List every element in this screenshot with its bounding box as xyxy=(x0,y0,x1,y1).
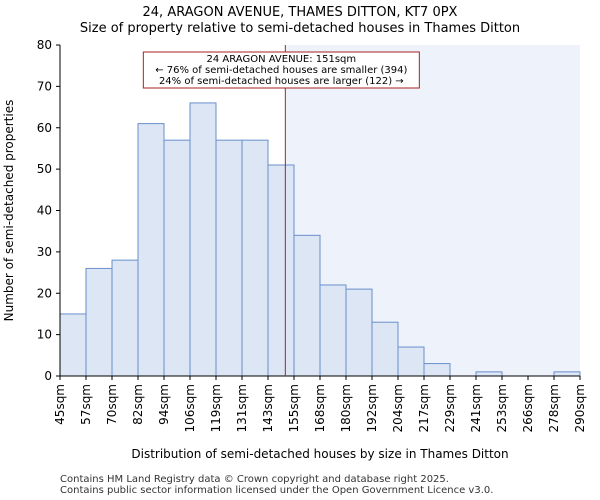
chart-title: 24, ARAGON AVENUE, THAMES DITTON, KT7 0P… xyxy=(142,5,458,20)
x-tick-label: 204sqm xyxy=(391,384,405,432)
annotation-line-2: ← 76% of semi-detached houses are smalle… xyxy=(155,65,407,76)
annotation-line-3: 24% of semi-detached houses are larger (… xyxy=(159,76,404,87)
y-tick-label: 30 xyxy=(37,245,52,259)
x-tick-label: 82sqm xyxy=(131,384,145,425)
bar-143sqm xyxy=(267,164,295,377)
x-tick-label: 168sqm xyxy=(313,384,327,432)
bar-94sqm xyxy=(163,139,191,377)
footer-line-2: Contains public sector information licen… xyxy=(60,485,494,496)
y-tick-label: 10 xyxy=(37,328,52,342)
bar-155sqm xyxy=(293,234,321,377)
x-axis-label: Distribution of semi-detached houses by … xyxy=(131,447,508,461)
x-tick-label: 143sqm xyxy=(261,384,275,432)
x-tick-label: 45sqm xyxy=(53,384,67,425)
y-tick-label: 70 xyxy=(37,79,52,93)
x-tick-label: 217sqm xyxy=(417,384,431,432)
x-tick-label: 278sqm xyxy=(547,384,561,432)
footer-line-1: Contains HM Land Registry data © Crown c… xyxy=(60,474,449,485)
bar-70sqm xyxy=(111,259,139,377)
bar-45sqm xyxy=(59,313,87,377)
x-tick-label: 94sqm xyxy=(157,384,171,425)
x-tick-label: 229sqm xyxy=(443,384,457,432)
y-tick-label: 60 xyxy=(37,121,52,135)
bar-217sqm xyxy=(423,363,451,377)
annotation-box xyxy=(142,51,420,89)
x-tick-label: 241sqm xyxy=(469,384,483,432)
x-tick-label: 57sqm xyxy=(79,384,93,425)
chart-subtitle: Size of property relative to semi-detach… xyxy=(79,21,521,36)
bar-204sqm xyxy=(397,346,425,377)
bar-241sqm xyxy=(475,371,503,377)
y-tick-label: 80 xyxy=(37,38,52,52)
y-tick-label: 40 xyxy=(37,204,52,218)
x-tick-label: 70sqm xyxy=(105,384,119,425)
x-tick-label: 180sqm xyxy=(339,384,353,432)
x-tick-label: 253sqm xyxy=(495,384,509,432)
y-axis-label: Number of semi-detached properties xyxy=(2,100,16,322)
x-tick-label: 106sqm xyxy=(183,384,197,432)
x-tick-label: 119sqm xyxy=(209,384,223,432)
annotation-line-1: 24 ARAGON AVENUE: 151sqm xyxy=(207,54,357,65)
y-tick-label: 20 xyxy=(37,286,52,300)
bar-168sqm xyxy=(319,284,347,377)
bar-82sqm xyxy=(137,123,165,377)
bar-278sqm xyxy=(553,371,581,377)
x-tick-label: 131sqm xyxy=(235,384,249,432)
x-tick-label: 290sqm xyxy=(573,384,587,432)
bar-180sqm xyxy=(345,288,373,377)
bar-192sqm xyxy=(371,321,399,377)
bar-57sqm xyxy=(85,267,113,377)
y-tick-label: 50 xyxy=(37,162,52,176)
bar-106sqm xyxy=(189,102,217,377)
x-tick-label: 155sqm xyxy=(287,384,301,432)
y-tick-label: 0 xyxy=(44,369,52,383)
bar-119sqm xyxy=(215,139,243,377)
x-tick-label: 192sqm xyxy=(365,384,379,432)
x-tick-label: 266sqm xyxy=(521,384,535,432)
bar-131sqm xyxy=(241,139,269,377)
